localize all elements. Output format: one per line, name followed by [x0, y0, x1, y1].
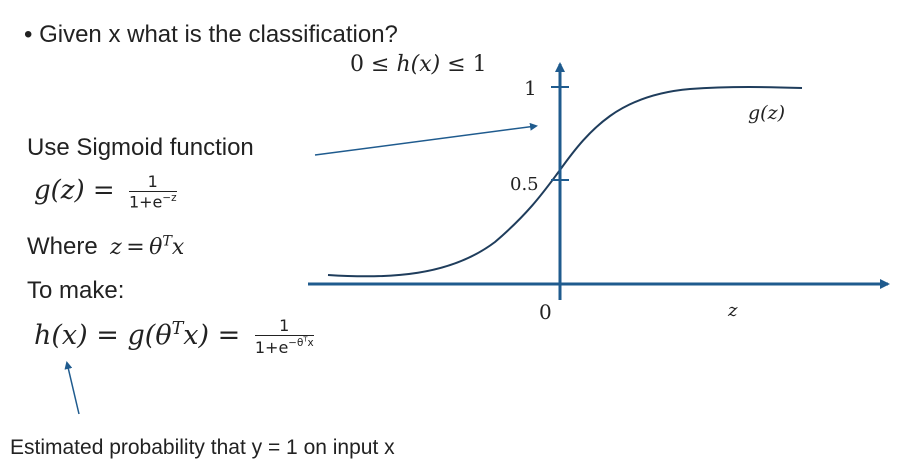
hypothesis-formula: h(x) = g(θTx) = 1 1+e−θTx	[34, 316, 314, 357]
sigmoid-label: Use Sigmoid function	[27, 134, 254, 161]
x-axis-label: z	[727, 300, 738, 321]
pointer-arrow	[314, 122, 538, 156]
y-tick-top-label: 1	[524, 76, 537, 100]
bullet-line: • Given x what is the classification?	[24, 21, 398, 49]
to-make-label: To make:	[27, 277, 125, 304]
probability-arrow	[64, 361, 80, 415]
sigmoid-fraction: 1 1+e−z	[128, 172, 177, 212]
sigmoid-curve	[327, 86, 803, 278]
curve-label: g(z)	[748, 102, 785, 124]
bullet-text: Given x what is the classification?	[39, 21, 398, 48]
sigmoid-formula: g(z) = 1 1+e−z	[34, 172, 177, 212]
bullet-dot: •	[24, 21, 33, 48]
estimated-caption: Estimated probability that y = 1 on inpu…	[10, 436, 395, 459]
origin-label: 0	[539, 300, 552, 324]
where-line: Where z = θTx	[27, 233, 185, 260]
y-tick-mid-label: 0.5	[510, 174, 539, 195]
hypothesis-fraction: 1 1+e−θTx	[254, 316, 314, 357]
range-inequality: 0 ≤ h(x) ≤ 1	[350, 52, 487, 77]
